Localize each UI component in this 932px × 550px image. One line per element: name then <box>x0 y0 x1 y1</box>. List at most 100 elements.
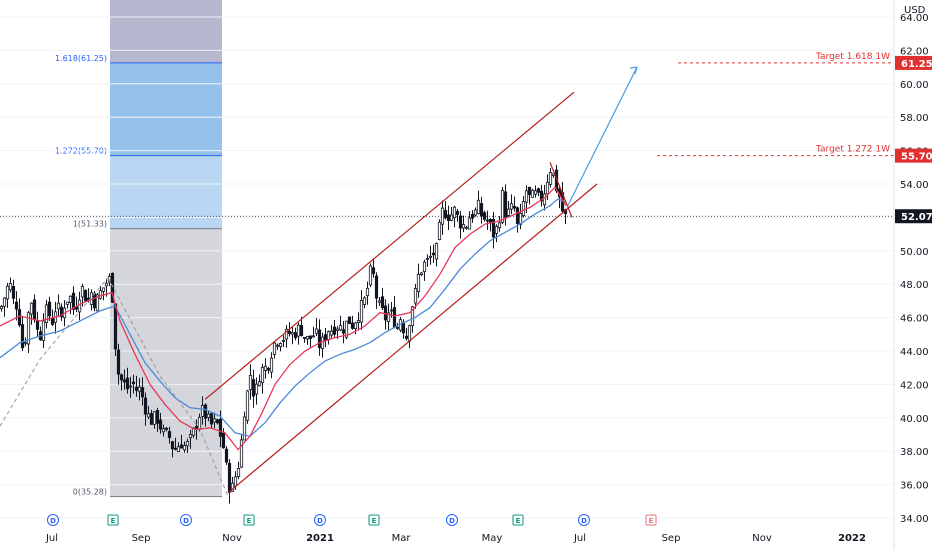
earnings-marker-box[interactable] <box>243 514 255 526</box>
candle-down <box>380 296 385 309</box>
event-marker-letter: D <box>581 517 587 525</box>
candle-up <box>461 224 466 229</box>
dividend-marker-icon[interactable]: D <box>578 514 590 526</box>
time-tick-label: Mar <box>392 533 412 544</box>
price-tick-label: 46.00 <box>900 314 929 325</box>
candle-up <box>248 374 253 390</box>
candle-up <box>326 331 331 340</box>
earnings-marker-box[interactable] <box>512 514 524 526</box>
fibonacci-extension[interactable]: 1.618(61.25) 1.272(55.70) 1(51.33) 0(35.28) <box>55 0 222 498</box>
time-tick-label: Nov <box>752 533 772 544</box>
price-tick-label: 58.00 <box>900 113 929 124</box>
fib-guide-line-1 <box>0 277 109 427</box>
candle-down <box>218 418 223 437</box>
earnings-marker-icon[interactable]: E <box>243 514 255 526</box>
candle-up <box>278 343 283 348</box>
last-price-tag[interactable] <box>895 209 932 224</box>
dividend-marker-circle[interactable] <box>446 514 458 526</box>
candle-down <box>221 432 226 449</box>
dividend-marker-icon[interactable]: D <box>47 514 59 526</box>
candle-up <box>263 365 268 371</box>
candle-down <box>224 448 229 463</box>
candle-down <box>170 441 175 450</box>
candle-up <box>509 203 514 210</box>
candle-down <box>167 431 172 439</box>
channel-wedge-line[interactable] <box>549 162 573 218</box>
candle-up <box>2 297 7 307</box>
candle-down <box>515 207 520 224</box>
candle-up <box>425 258 430 260</box>
earnings-marker-icon[interactable]: E <box>368 514 380 526</box>
candle-up <box>254 383 259 395</box>
dividend-marker-icon[interactable]: D <box>314 514 326 526</box>
dividend-marker-circle[interactable] <box>578 514 590 526</box>
target-price-tag[interactable] <box>895 55 932 70</box>
candle-down <box>266 367 271 371</box>
time-axis[interactable]: Jul Sep Nov 2021 Mar May Jul Sep Nov 2022 <box>45 533 866 544</box>
earnings-marker-box[interactable] <box>368 514 380 526</box>
candle-up <box>386 312 391 323</box>
candle-down <box>47 301 52 317</box>
candle-down <box>227 462 232 493</box>
candle-up <box>329 330 334 336</box>
price-axis[interactable]: USD 34.00 36.00 38.00 40.00 42.00 44.00 46.00 48… <box>893 0 932 550</box>
candle-up <box>497 222 502 229</box>
time-tick-label: Jul <box>573 533 586 544</box>
earnings-marker-icon[interactable]: E <box>645 514 657 526</box>
candle-up <box>182 445 187 451</box>
candle-up <box>56 302 61 310</box>
future-earnings-marker[interactable] <box>645 514 657 526</box>
candle-down <box>302 337 307 339</box>
candle-up <box>8 283 13 291</box>
candle-down <box>485 219 490 222</box>
candle-down <box>122 379 127 383</box>
candle-up <box>200 405 205 417</box>
projection-arrow-head-icon <box>629 66 638 75</box>
dividend-marker-icon[interactable]: D <box>446 514 458 526</box>
candle-down <box>323 334 328 341</box>
earnings-marker-icon[interactable]: E <box>512 514 524 526</box>
candle-up <box>23 342 28 345</box>
dividend-marker-circle[interactable] <box>47 514 59 526</box>
fib-zone-top <box>110 0 222 63</box>
channel-lower-line[interactable] <box>227 183 598 494</box>
price-tick-label: 40.00 <box>900 414 929 425</box>
projection-arrow-line[interactable] <box>566 66 638 208</box>
candle-down <box>341 329 346 334</box>
earnings-marker-box[interactable] <box>107 514 119 526</box>
candle-down <box>479 203 484 217</box>
dividend-marker-circle[interactable] <box>314 514 326 526</box>
candle-up <box>416 274 421 292</box>
candle-up <box>434 243 439 260</box>
candle-up <box>389 309 394 312</box>
candle-down <box>539 190 544 202</box>
candle-down <box>374 275 379 299</box>
target-price-tag-label: 55.70 <box>901 152 932 163</box>
dividend-marker-circle[interactable] <box>180 514 192 526</box>
candle-down <box>131 381 136 385</box>
candle-up <box>377 300 382 303</box>
target-levels[interactable]: Target 1.618 1W Target 1.272 1W <box>657 52 894 157</box>
candle-up <box>80 286 85 298</box>
candle-up <box>269 357 274 373</box>
event-marker-letter: E <box>649 517 654 525</box>
earnings-marker-icon[interactable]: E <box>107 514 119 526</box>
event-marker-letter: E <box>372 517 377 525</box>
price-tick-label: 50.00 <box>900 247 929 258</box>
candle-up <box>533 190 538 195</box>
candle-up <box>356 320 361 323</box>
channel-upper-line[interactable] <box>204 91 575 400</box>
candle-up <box>422 261 427 273</box>
event-marker-letter: D <box>50 517 56 525</box>
candle-up <box>314 328 319 334</box>
trend-channel-drawing[interactable] <box>0 66 894 497</box>
price-tick-label: 62.00 <box>900 46 929 57</box>
target-price-tag[interactable] <box>895 148 932 163</box>
dividend-marker-icon[interactable]: D <box>180 514 192 526</box>
candle-down <box>293 332 298 339</box>
candle-down <box>347 316 352 325</box>
candle-up <box>506 208 511 216</box>
candle-up <box>428 255 433 258</box>
